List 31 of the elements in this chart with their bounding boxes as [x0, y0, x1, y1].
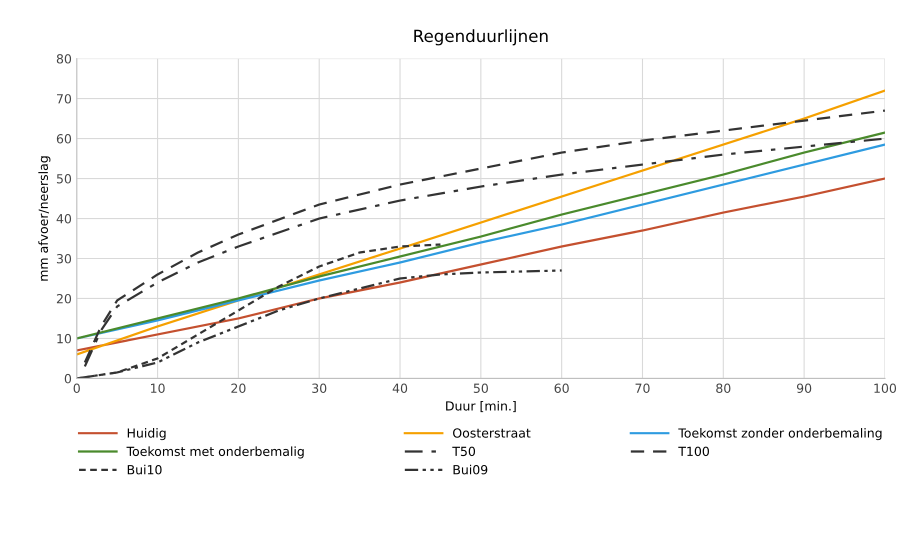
- x-tick-label: 100: [874, 384, 896, 393]
- x-tick-label: 50: [474, 384, 488, 393]
- chart-title: Regenduurlijnen: [414, 29, 548, 46]
- legend-label: T50: [452, 446, 476, 456]
- y-tick-label: 50: [56, 174, 72, 184]
- y-tick-label: 80: [56, 54, 72, 64]
- legend-label: Toekomst met onderbemalig: [126, 446, 304, 458]
- legend-label: Bui10: [128, 464, 162, 474]
- x-tick-label: 20: [231, 384, 246, 393]
- legend-label: Toekomst zonder onderbemaling: [678, 428, 882, 440]
- y-tick-label: 10: [57, 334, 72, 344]
- x-tick-label: 80: [716, 384, 730, 393]
- y-tick-label: 30: [56, 254, 72, 264]
- y-tick-label: 20: [56, 294, 72, 304]
- x-tick-label: 30: [312, 384, 326, 393]
- x-axis-title: Duur [min.]: [446, 400, 516, 412]
- legend-label: T100: [678, 446, 709, 456]
- y-axis-title: mm afvoer/neerslag: [38, 156, 50, 281]
- x-tick-label: 90: [796, 384, 812, 393]
- y-tick-label: 0: [64, 374, 72, 384]
- x-tick-label: 40: [392, 384, 408, 393]
- x-tick-label: 0: [74, 384, 80, 393]
- x-tick-label: 70: [636, 384, 650, 393]
- x-tick-label: 60: [554, 384, 569, 393]
- legend-label: Bui09: [454, 464, 488, 474]
- legend-label: Huidig: [128, 428, 166, 440]
- legend-label: Oosterstraat: [453, 428, 531, 438]
- y-tick-label: 70: [57, 94, 72, 104]
- x-tick-label: 10: [150, 384, 165, 393]
- y-tick-label: 40: [56, 214, 72, 224]
- y-tick-label: 60: [56, 134, 72, 144]
